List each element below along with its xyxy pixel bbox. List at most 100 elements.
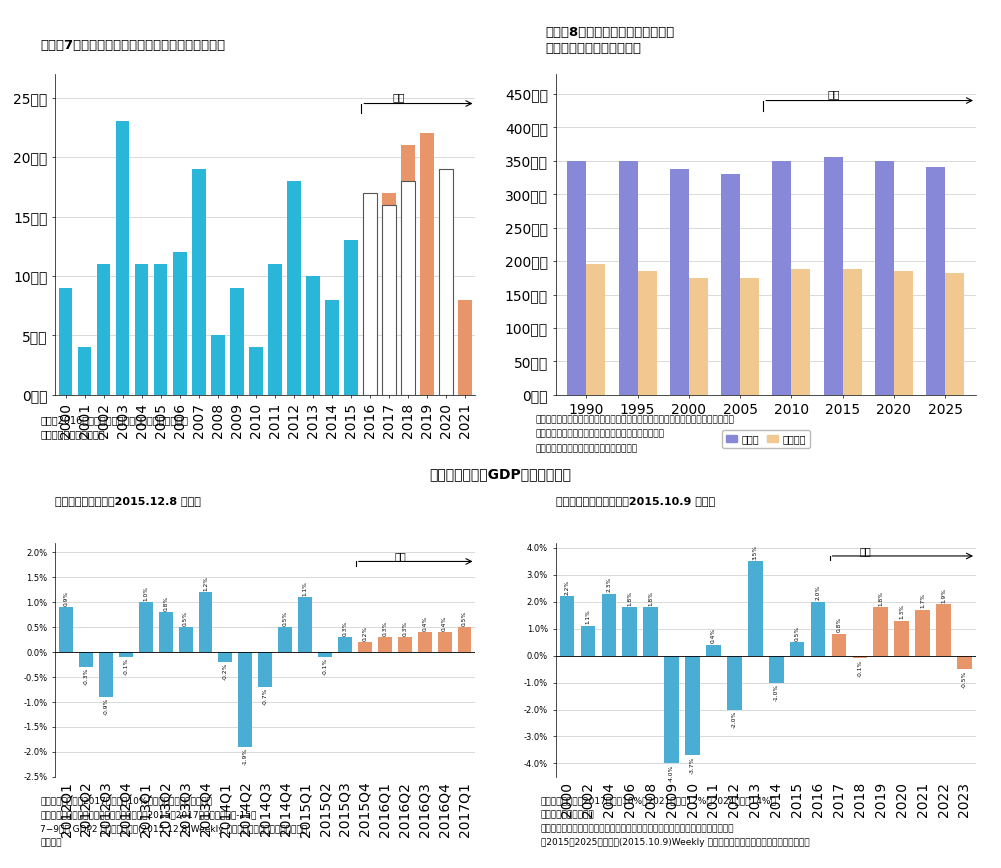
Bar: [397, 637, 411, 652]
Text: （2015〜2025年度）」(2015.10.9)Weekly エコノミストレター、ニッセイ基礎研究所: （2015〜2025年度）」(2015.10.9)Weekly エコノミストレタ…: [541, 838, 809, 847]
Text: 1.9%: 1.9%: [941, 588, 946, 603]
Text: 礎研究所: 礎研究所: [40, 838, 61, 847]
Text: -3.7%: -3.7%: [690, 757, 695, 774]
Bar: [689, 278, 708, 395]
Text: ＜参考：年度見通し＞（2015.10.9 公表）: ＜参考：年度見通し＞（2015.10.9 公表）: [556, 496, 715, 507]
Bar: [401, 145, 414, 395]
Bar: [173, 253, 186, 395]
Bar: [178, 628, 192, 652]
Text: 0.5%: 0.5%: [795, 626, 800, 641]
Text: 0.2%: 0.2%: [362, 626, 367, 641]
Text: 予測: 予測: [827, 89, 840, 99]
Bar: [278, 628, 292, 652]
Text: 0.8%: 0.8%: [163, 596, 168, 611]
Text: -0.1%: -0.1%: [322, 658, 327, 675]
Bar: [363, 216, 376, 395]
Bar: [325, 299, 338, 395]
Bar: [568, 161, 587, 395]
Bar: [665, 655, 679, 763]
Bar: [306, 276, 319, 395]
Bar: [843, 269, 862, 395]
Bar: [382, 193, 395, 395]
Bar: [721, 174, 740, 395]
Text: 1.8%: 1.8%: [878, 590, 883, 606]
Text: 0.4%: 0.4%: [442, 616, 447, 631]
Text: （注）消費税率は2017年度に10%、2021年度に12%、2024年度に14%に: （注）消費税率は2017年度に10%、2021年度に12%、2024年度に14%…: [541, 797, 777, 806]
Bar: [874, 607, 888, 655]
Text: 0.3%: 0.3%: [402, 621, 407, 636]
Text: 図表－8　東京都区部・都心５区の: 図表－8 東京都区部・都心５区の: [546, 26, 675, 39]
Bar: [773, 161, 792, 395]
Bar: [824, 157, 843, 395]
Bar: [420, 134, 433, 395]
Bar: [895, 621, 909, 655]
Text: 0.8%: 0.8%: [837, 617, 842, 633]
Bar: [644, 607, 658, 655]
Text: -0.1%: -0.1%: [858, 660, 863, 677]
Bar: [287, 181, 300, 395]
Bar: [154, 264, 167, 395]
Text: 0.3%: 0.3%: [382, 621, 387, 636]
Bar: [587, 265, 606, 395]
Bar: [623, 607, 637, 655]
Bar: [298, 597, 312, 652]
Text: 1.0%: 1.0%: [143, 587, 148, 602]
Text: 0.5%: 0.5%: [462, 611, 467, 627]
Text: -0.9%: -0.9%: [103, 698, 108, 715]
Bar: [135, 264, 148, 395]
Text: 1.1%: 1.1%: [586, 609, 591, 624]
Text: オフィスワーカー数見通し: オフィスワーカー数見通し: [546, 42, 642, 55]
Bar: [560, 596, 575, 655]
Bar: [198, 592, 212, 652]
Bar: [875, 161, 894, 395]
Bar: [638, 271, 657, 395]
Bar: [382, 205, 395, 395]
Bar: [957, 655, 972, 669]
Bar: [853, 655, 867, 658]
Text: （注）オフィスワーカーは、従業地による職業別就業者のうち、専門的・技術的職: （注）オフィスワーカーは、従業地による職業別就業者のうち、専門的・技術的職: [536, 415, 735, 424]
Bar: [670, 169, 689, 395]
Bar: [159, 612, 172, 652]
Text: 0.4%: 0.4%: [711, 628, 716, 643]
Bar: [945, 273, 964, 395]
Text: （出所）内閣府、四半期見通しは斎藤太郎「2015〜2017年度経済見通し-15年: （出所）内閣府、四半期見通しは斎藤太郎「2015〜2017年度経済見通し-15年: [40, 811, 256, 819]
Text: 1.8%: 1.8%: [649, 590, 654, 606]
Bar: [139, 602, 153, 652]
Text: （注）消費税率は2017年４月に10%に引き上げられると想定。: （注）消費税率は2017年４月に10%に引き上げられると想定。: [40, 797, 212, 806]
Bar: [338, 637, 352, 652]
Text: -4.0%: -4.0%: [669, 765, 674, 782]
Text: 予測: 予測: [860, 547, 872, 556]
Bar: [926, 168, 945, 395]
Text: 2.3%: 2.3%: [607, 577, 612, 592]
Bar: [417, 632, 431, 652]
Bar: [249, 347, 262, 395]
Bar: [116, 122, 129, 395]
Text: -1.9%: -1.9%: [243, 748, 248, 765]
Text: -1.0%: -1.0%: [774, 684, 779, 701]
Text: -2.0%: -2.0%: [732, 711, 737, 728]
Bar: [344, 240, 357, 395]
Text: 図表－９　実質GDP成長率見通し: 図表－９ 実質GDP成長率見通し: [429, 467, 572, 481]
Text: -0.2%: -0.2%: [223, 663, 228, 681]
Bar: [59, 288, 72, 395]
Text: -0.1%: -0.1%: [123, 658, 128, 675]
Bar: [458, 299, 471, 395]
Bar: [439, 169, 452, 395]
Text: 引き上げられると想定: 引き上げられると想定: [541, 811, 595, 819]
Bar: [894, 271, 913, 395]
Bar: [581, 626, 596, 655]
Bar: [811, 602, 826, 655]
Text: 1.2%: 1.2%: [203, 576, 208, 591]
Text: 予測: 予測: [394, 551, 406, 562]
Bar: [78, 347, 91, 395]
Text: （注）2016年以降の白色の棒グラフは昨年調査結果: （注）2016年以降の白色の棒グラフは昨年調査結果: [40, 415, 188, 425]
Text: 業従事者、管理的職業従事者、事務従事者の合計値。: 業従事者、管理的職業従事者、事務従事者の合計値。: [536, 430, 665, 438]
Bar: [211, 335, 224, 395]
Text: 0.4%: 0.4%: [422, 616, 427, 631]
Text: 3.5%: 3.5%: [753, 544, 758, 560]
Text: -0.7%: -0.7%: [263, 688, 267, 706]
Bar: [769, 655, 784, 682]
Text: 2.2%: 2.2%: [565, 580, 570, 595]
Text: -0.5%: -0.5%: [962, 671, 967, 688]
Bar: [218, 652, 232, 662]
